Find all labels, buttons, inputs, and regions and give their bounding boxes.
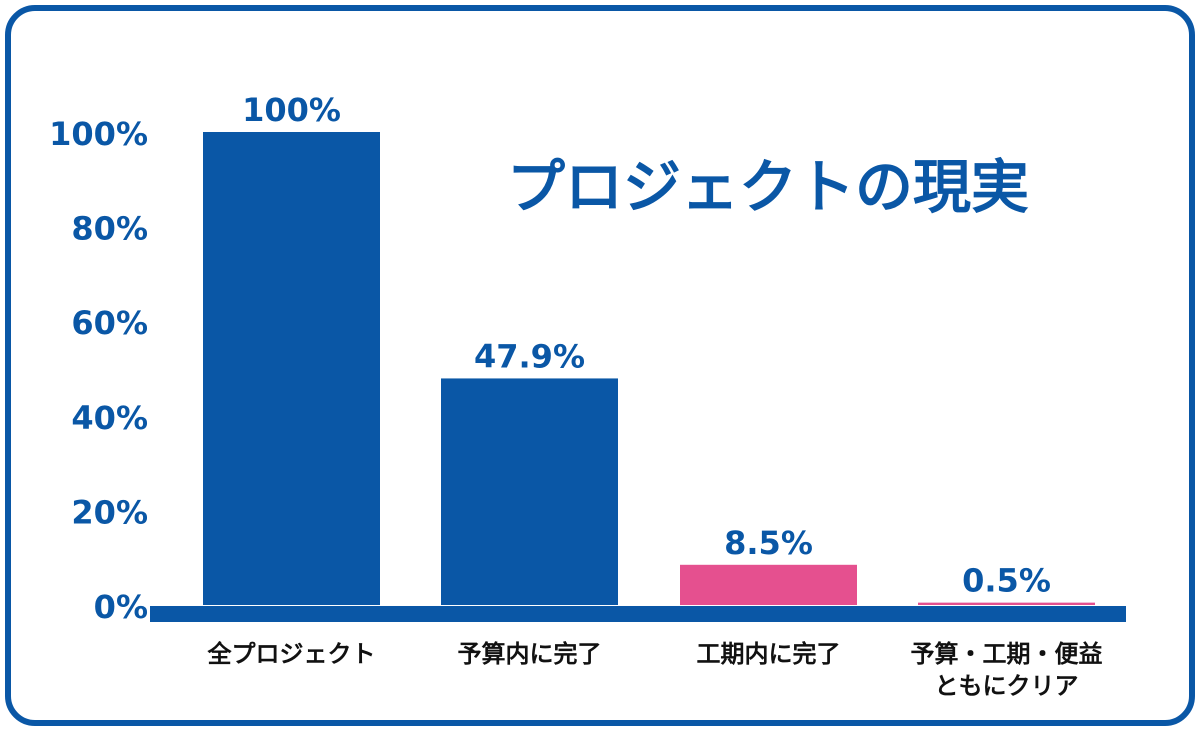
bar-value-label: 100% — [242, 91, 341, 129]
category-label: 全プロジェクト — [207, 640, 376, 668]
bar-value-label: 8.5% — [724, 524, 813, 562]
y-tick-label: 0% — [94, 588, 148, 626]
y-tick-label: 80% — [71, 210, 148, 248]
bar-value-label: 47.9% — [474, 337, 585, 375]
y-tick-label: 100% — [49, 115, 148, 153]
category-label: 工期内に完了 — [697, 640, 841, 668]
bar-value-label: 0.5% — [962, 562, 1051, 600]
bar — [918, 602, 1095, 605]
bar — [441, 378, 618, 605]
x-axis-baseline — [150, 606, 1126, 622]
y-tick-label: 20% — [71, 493, 148, 531]
category-label: 予算内に完了 — [458, 640, 602, 668]
x-axis-category-labels: 全プロジェクト 予算内に完了 工期内に完了 予算・工期・便益ともにクリア — [207, 640, 1103, 700]
bar — [203, 132, 380, 605]
bars-group — [203, 132, 1095, 605]
chart-title: プロジェクトの現実 — [507, 153, 1029, 221]
category-label: 予算・工期・便益ともにクリア — [911, 640, 1103, 700]
y-axis-tick-labels: 0% 20% 40% 60% 80% 100% — [49, 115, 148, 626]
value-labels-group: 100% 47.9% 8.5% 0.5% — [242, 91, 1051, 600]
y-tick-label: 60% — [71, 304, 148, 342]
bar — [680, 564, 857, 605]
y-tick-label: 40% — [71, 399, 148, 437]
